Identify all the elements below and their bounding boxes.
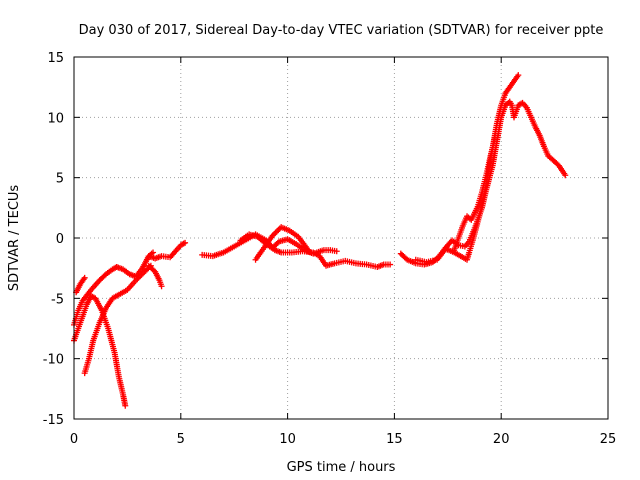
x-tick-label: 20 <box>493 432 510 447</box>
x-axis-label: GPS time / hours <box>287 460 396 475</box>
data-point <box>122 402 129 409</box>
x-tick-label: 5 <box>177 432 185 447</box>
x-tick-label: 15 <box>386 432 403 447</box>
data-point <box>387 261 394 268</box>
chart-title: Day 030 of 2017, Sidereal Day-to-day VTE… <box>79 23 604 38</box>
data-point <box>333 248 340 255</box>
y-tick-label: -5 <box>51 292 64 307</box>
data-point <box>305 248 312 255</box>
tick-labels: 0 5 10 15 20 25 -15 -10 -5 0 5 10 15 <box>43 51 617 447</box>
data-point <box>562 172 569 179</box>
data-point <box>273 228 280 235</box>
y-tick-label: 5 <box>56 172 64 187</box>
data-point <box>491 136 498 143</box>
plot-frame <box>73 56 609 420</box>
data-point <box>150 249 157 256</box>
y-axis-label: SDTVAR / TECUs <box>7 185 22 292</box>
x-tick-label: 0 <box>70 432 78 447</box>
data-point <box>158 283 165 290</box>
x-tick-label: 10 <box>279 432 296 447</box>
data-point <box>81 274 88 281</box>
data-point <box>272 229 279 236</box>
y-tick-label: 15 <box>47 51 64 66</box>
x-tick-label: 25 <box>600 432 617 447</box>
y-tick-label: 0 <box>56 232 64 247</box>
data-points <box>71 72 569 409</box>
y-tick-label: -10 <box>43 353 64 368</box>
data-point <box>182 239 189 246</box>
y-tick-label: -15 <box>43 413 64 428</box>
data-point <box>515 72 522 79</box>
y-tick-label: 10 <box>47 111 64 126</box>
